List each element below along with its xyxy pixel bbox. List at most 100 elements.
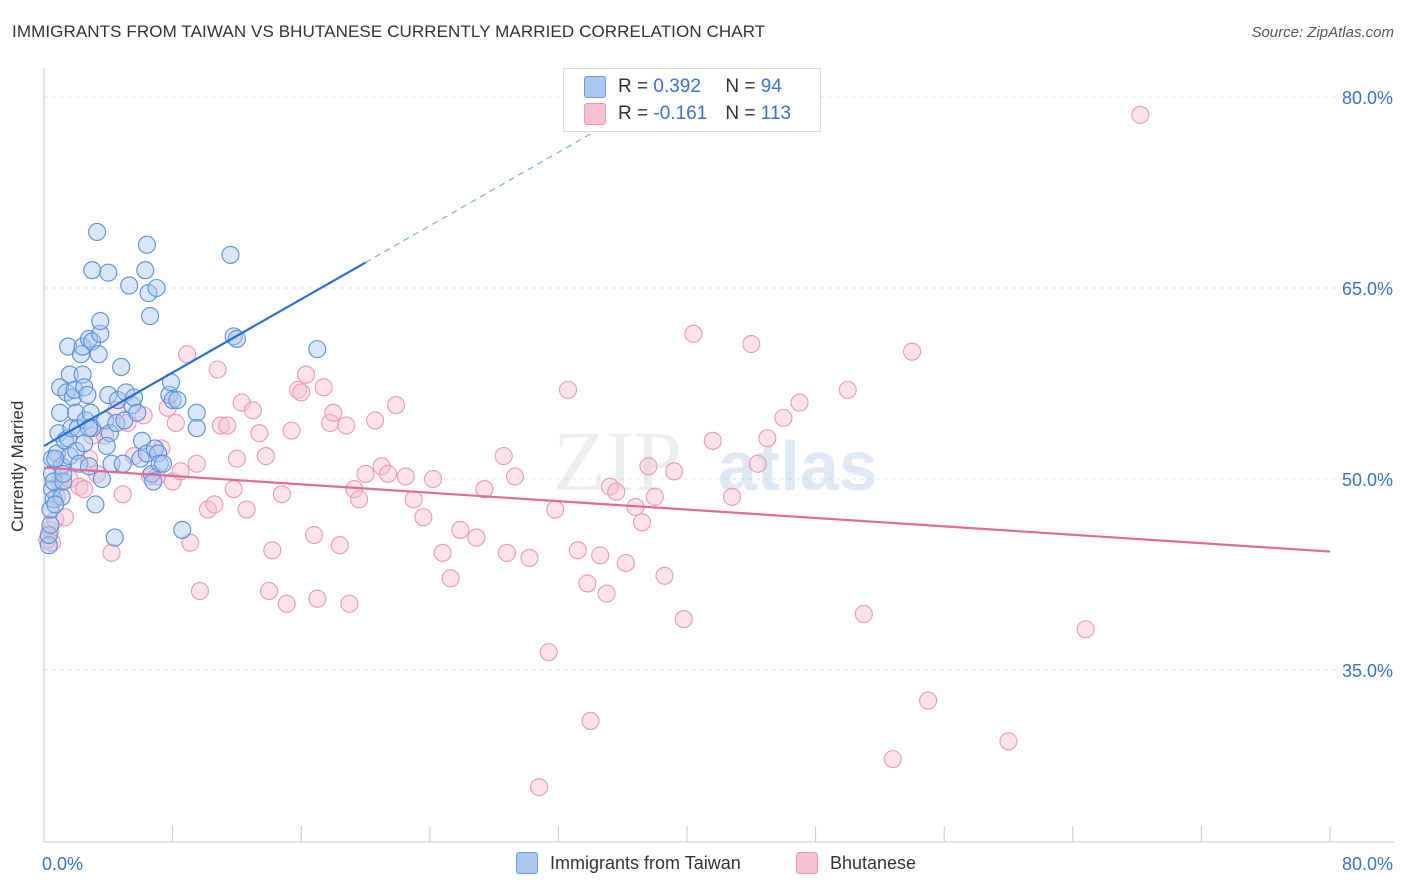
point-bhutanese [674,610,693,629]
point-taiwan [91,324,110,343]
point-bhutanese [263,541,282,560]
point-bhutanese [337,416,356,435]
point-taiwan [41,515,60,534]
point-taiwan [153,454,173,473]
chart-title: IMMIGRANTS FROM TAIWAN VS BHUTANESE CURR… [12,22,766,41]
point-bhutanese [433,543,452,562]
point-bhutanese [774,408,793,427]
point-bhutanese [854,604,873,624]
y-tick-label: 35.0% [1342,661,1393,681]
point-bhutanese [722,487,742,506]
point-bhutanese [227,449,246,468]
point-bhutanese [665,462,684,481]
point-taiwan [99,385,118,405]
point-bhutanese [883,750,902,769]
point-taiwan [46,495,65,514]
legend-row-taiwan: R = 0.392 N = 94 [584,74,782,100]
point-bhutanese [530,778,549,797]
point-taiwan [39,536,58,555]
legend-r-value: 0.392 [653,76,701,97]
point-bhutanese [324,403,343,422]
point-bhutanese [250,424,269,443]
point-taiwan [78,385,97,405]
point-bhutanese [578,574,597,593]
point-taiwan [113,454,132,473]
point-bhutanese [404,490,423,509]
point-bhutanese [211,416,230,435]
point-bhutanese [790,393,809,412]
trend-line-taiwan-extension [365,133,591,263]
trend-lines [43,133,1331,553]
point-taiwan [97,436,116,455]
point-bhutanese [166,413,185,433]
point-bhutanese [178,345,197,364]
source-label: Source: ZipAtlas.com [1251,24,1394,41]
correlation-legend: R = 0.392 N = 94 R = -0.161 N = 113 [563,68,821,132]
point-taiwan [87,222,107,242]
point-bhutanese [386,396,406,415]
series-taiwan [39,222,327,555]
y-tick-label: 80.0% [1342,88,1393,108]
point-bhutanese [102,543,121,562]
point-taiwan [308,340,327,359]
point-bhutanese [356,464,375,483]
bottom-legend-label-bhutanese: Bhutanese [830,852,917,873]
point-taiwan [46,449,65,468]
point-bhutanese [187,454,206,473]
point-bhutanese [237,500,256,519]
point-bhutanese [378,464,398,483]
point-bhutanese [414,508,433,527]
point-bhutanese [272,485,291,504]
point-bhutanese [292,383,311,402]
point-bhutanese [639,457,658,476]
point-taiwan [187,403,206,422]
point-taiwan [54,472,73,491]
y-tick-label: 50.0% [1342,470,1393,490]
point-bhutanese [350,490,369,509]
point-bhutanese [218,416,237,435]
point-bhutanese [205,495,224,514]
point-bhutanese [742,334,761,354]
point-bhutanese [546,500,565,519]
x-tick-label-min: 0.0% [42,854,83,874]
point-taiwan [67,403,86,422]
point-bhutanese [55,508,74,527]
legend-swatch-taiwan [584,76,606,98]
point-bhutanese [396,467,415,486]
legend-r-value: -0.161 [653,103,708,124]
point-bhutanese [308,589,327,608]
point-taiwan [137,235,156,254]
point-bhutanese [256,447,275,466]
point-bhutanese [568,541,587,560]
point-bhutanese [497,543,517,562]
point-bhutanese [372,457,391,476]
point-taiwan [136,261,155,280]
point-bhutanese [520,548,539,567]
point-bhutanese [259,582,279,601]
point-bhutanese [288,380,308,399]
point-taiwan [99,263,118,282]
point-bhutanese [539,643,558,662]
point-bhutanese [703,431,722,450]
point-taiwan [71,345,91,364]
point-taiwan [73,337,92,356]
point-taiwan [147,278,166,298]
point-bhutanese [475,480,494,499]
point-bhutanese [838,380,857,399]
point-bhutanese [684,324,703,343]
point-bhutanese [758,429,777,448]
legend-r-label: R = [618,76,649,97]
point-bhutanese [645,487,664,506]
point-bhutanese [314,378,333,397]
watermark-zip: ZIP [553,413,682,509]
point-bhutanese [581,711,600,730]
point-bhutanese [505,467,525,486]
x-tick-label-max: 80.0% [1342,854,1393,874]
bottom-legend-bhutanese: Bhutanese [796,852,916,874]
point-taiwan [86,495,105,514]
point-bhutanese [224,480,243,499]
point-bhutanese [305,525,324,545]
point-taiwan [79,329,99,348]
point-bhutanese [632,513,652,532]
point-bhutanese [70,477,89,496]
